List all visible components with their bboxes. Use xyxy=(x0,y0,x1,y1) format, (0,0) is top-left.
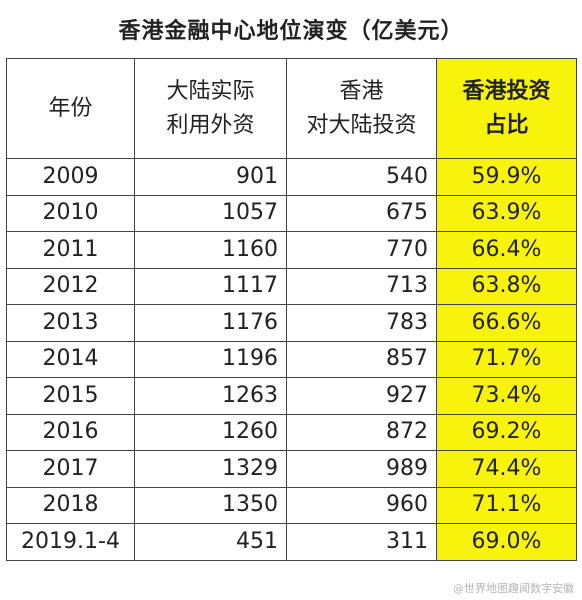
table-row: 2009 901 540 59.9% xyxy=(6,158,577,196)
cell-year: 2013 xyxy=(6,304,135,342)
cell-mainland-fdi: 1350 xyxy=(134,486,287,524)
cell-hk-investment: 770 xyxy=(286,231,437,269)
cell-hk-investment: 872 xyxy=(286,413,437,451)
cell-hk-investment: 783 xyxy=(286,304,437,342)
table-row: 2010 1057 675 63.9% xyxy=(6,194,577,232)
data-table: 年份 大陆实际 利用外资 香港 对大陆投资 香港投资 占比 2009 901 540 59.… xyxy=(6,58,577,561)
cell-year: 2019.1-4 xyxy=(6,523,135,561)
header-hk-investment: 香港 对大陆投资 xyxy=(286,58,437,159)
header-year: 年份 xyxy=(6,58,135,159)
cell-mainland-fdi: 1196 xyxy=(134,340,287,378)
cell-hk-share: 71.7% xyxy=(436,340,577,378)
cell-mainland-fdi: 1263 xyxy=(134,377,287,415)
cell-hk-share: 66.4% xyxy=(436,231,577,269)
table-body: 2009 901 540 59.9% 2010 1057 675 63.9% 2011 1160 7… xyxy=(6,158,577,561)
table-row: 2016 1260 872 69.2% xyxy=(6,413,577,451)
cell-hk-share: 73.4% xyxy=(436,377,577,415)
cell-mainland-fdi: 1160 xyxy=(134,231,287,269)
table-row: 2013 1176 783 66.6% xyxy=(6,304,577,342)
table-row: 2012 1117 713 63.8% xyxy=(6,267,577,305)
cell-hk-investment: 675 xyxy=(286,194,437,232)
cell-year: 2010 xyxy=(6,194,135,232)
cell-mainland-fdi: 1057 xyxy=(134,194,287,232)
cell-hk-investment: 540 xyxy=(286,158,437,196)
table-row: 2017 1329 989 74.4% xyxy=(6,450,577,488)
cell-hk-share: 63.9% xyxy=(436,194,577,232)
cell-hk-share: 69.2% xyxy=(436,413,577,451)
cell-hk-share: 63.8% xyxy=(436,267,577,305)
cell-hk-share: 69.0% xyxy=(436,523,577,561)
cell-mainland-fdi: 901 xyxy=(134,158,287,196)
cell-hk-share: 71.1% xyxy=(436,486,577,524)
cell-year: 2012 xyxy=(6,267,135,305)
table-row: 2018 1350 960 71.1% xyxy=(6,486,577,524)
table-title: 香港金融中心地位演变（亿美元） xyxy=(118,19,464,44)
cell-hk-investment: 311 xyxy=(286,523,437,561)
cell-year: 2011 xyxy=(6,231,135,269)
watermark-text: @世界地图趣闻数字安徽 xyxy=(453,582,574,595)
cell-mainland-fdi: 1176 xyxy=(134,304,287,342)
table-row: 2014 1196 857 71.7% xyxy=(6,340,577,378)
cell-year: 2016 xyxy=(6,413,135,451)
cell-mainland-fdi: 451 xyxy=(134,523,287,561)
header-row: 年份 大陆实际 利用外资 香港 对大陆投资 香港投资 占比 xyxy=(6,58,577,159)
cell-hk-investment: 960 xyxy=(286,486,437,524)
cell-year: 2018 xyxy=(6,486,135,524)
table-row: 2019.1-4 451 311 69.0% xyxy=(6,523,577,561)
cell-year: 2014 xyxy=(6,340,135,378)
cell-hk-investment: 927 xyxy=(286,377,437,415)
cell-mainland-fdi: 1329 xyxy=(134,450,287,488)
cell-year: 2015 xyxy=(6,377,135,415)
cell-hk-share: 66.6% xyxy=(436,304,577,342)
cell-hk-investment: 857 xyxy=(286,340,437,378)
cell-mainland-fdi: 1260 xyxy=(134,413,287,451)
header-hk-share: 香港投资 占比 xyxy=(436,58,577,159)
table-row: 2015 1263 927 73.4% xyxy=(6,377,577,415)
cell-hk-share: 74.4% xyxy=(436,450,577,488)
cell-hk-investment: 989 xyxy=(286,450,437,488)
cell-year: 2009 xyxy=(6,158,135,196)
header-mainland-fdi: 大陆实际 利用外资 xyxy=(134,58,287,159)
cell-mainland-fdi: 1117 xyxy=(134,267,287,305)
cell-year: 2017 xyxy=(6,450,135,488)
cell-hk-share: 59.9% xyxy=(436,158,577,196)
table-row: 2011 1160 770 66.4% xyxy=(6,231,577,269)
cell-hk-investment: 713 xyxy=(286,267,437,305)
